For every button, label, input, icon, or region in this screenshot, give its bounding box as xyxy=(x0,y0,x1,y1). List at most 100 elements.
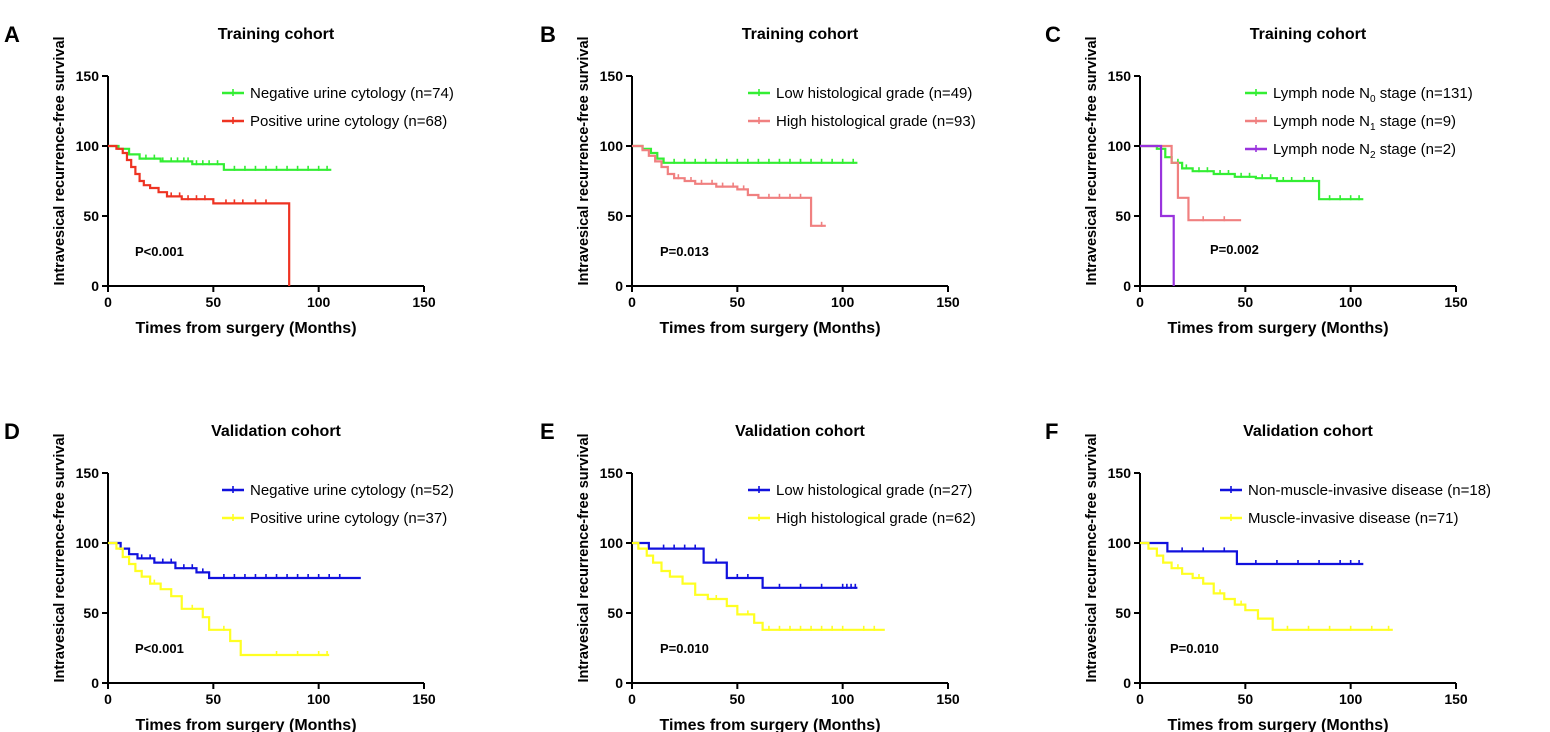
panel-b-xtick-label: 0 xyxy=(628,294,636,310)
panel-c-ytick-label: 0 xyxy=(1123,278,1131,294)
panel-e-xtick-label: 50 xyxy=(730,691,746,707)
panel-d-xtick-label: 100 xyxy=(307,691,331,707)
panel-b-letter: B xyxy=(540,22,556,47)
panel-e-legend-label: High histological grade (n=62) xyxy=(776,510,976,527)
panel-c-ytick-label: 150 xyxy=(1108,68,1132,84)
panel-b-ytick-label: 50 xyxy=(607,208,623,224)
panel-c-legend-label: Lymph node N1 stage (n=9) xyxy=(1273,113,1456,133)
panel-c-xtick-label: 100 xyxy=(1339,294,1363,310)
panel-a-letter: A xyxy=(4,22,20,47)
panel-b: B Training cohort Intravesical recurrence-… xyxy=(540,22,976,337)
panel-c-title: Training cohort xyxy=(1250,26,1367,43)
panel-c-ytick-label: 50 xyxy=(1115,208,1131,224)
panel-e-ylabel: Intravesical recurrence-free survival xyxy=(576,433,592,682)
panel-b-legend-label: High histological grade (n=93) xyxy=(776,113,976,130)
panel-e-letter: E xyxy=(540,419,555,444)
panel-e-ytick-label: 150 xyxy=(600,465,624,481)
panel-a-ytick-label: 150 xyxy=(76,68,100,84)
panel-e-ytick-label: 0 xyxy=(615,675,623,691)
panel-a-ytick-label: 50 xyxy=(83,208,99,224)
panel-d-ytick-label: 100 xyxy=(76,535,100,551)
panel-d-xtick-label: 0 xyxy=(104,691,112,707)
panel-a-title: Training cohort xyxy=(218,26,335,43)
panel-a-xlabel: Times from surgery (Months) xyxy=(135,320,356,337)
panel-a-p-value: P<0.001 xyxy=(135,244,184,259)
panel-c-letter: C xyxy=(1045,22,1061,47)
panel-d-title: Validation cohort xyxy=(211,423,341,440)
panel-f-legend-label: Muscle-invasive disease (n=71) xyxy=(1248,510,1459,527)
panel-d-letter: D xyxy=(4,419,20,444)
panel-e-xlabel: Times from surgery (Months) xyxy=(659,717,880,732)
panel-c: C Training cohort Intravesical recurrence-… xyxy=(1045,22,1473,337)
panel-c-xlabel: Times from surgery (Months) xyxy=(1167,320,1388,337)
panel-f-ylabel: Intravesical recurrence-free survival xyxy=(1084,433,1100,682)
panel-d-xtick-label: 50 xyxy=(206,691,222,707)
panel-b-title: Training cohort xyxy=(742,26,859,43)
panel-a-xtick-label: 0 xyxy=(104,294,112,310)
panel-f-title: Validation cohort xyxy=(1243,423,1373,440)
panel-f-letter: F xyxy=(1045,419,1058,444)
panel-c-xtick-label: 150 xyxy=(1444,294,1468,310)
panel-d-legend-label: Positive urine cytology (n=37) xyxy=(250,510,447,527)
panel-b-xtick-label: 150 xyxy=(936,294,960,310)
panel-c-legend-label: Lymph node N0 stage (n=131) xyxy=(1273,85,1473,105)
panel-c-ytick-label: 100 xyxy=(1108,138,1132,154)
panel-a-legend-label: Positive urine cytology (n=68) xyxy=(250,113,447,130)
panel-c-curve-2 xyxy=(1140,144,1242,222)
panel-b-xtick-label: 50 xyxy=(730,294,746,310)
panel-e: E Validation cohort Intravesical recurrenc… xyxy=(540,419,976,732)
panel-d-xlabel: Times from surgery (Months) xyxy=(135,717,356,732)
panel-d-curve-1 xyxy=(108,541,361,580)
panel-b-ytick-label: 150 xyxy=(600,68,624,84)
panel-e-curve-1 xyxy=(632,541,858,589)
panel-e-title: Validation cohort xyxy=(735,423,865,440)
panel-c-xtick-label: 0 xyxy=(1136,294,1144,310)
panel-f-curve-1 xyxy=(1140,541,1364,566)
panel-a-xtick-label: 50 xyxy=(206,294,222,310)
panel-e-xtick-label: 150 xyxy=(936,691,960,707)
panel-e-xtick-label: 100 xyxy=(831,691,855,707)
panel-a-legend-label: Negative urine cytology (n=74) xyxy=(250,85,454,102)
panel-d: D Validation cohort Intravesical recurrenc… xyxy=(4,419,454,732)
panel-d-xtick-label: 150 xyxy=(412,691,436,707)
panel-a-ytick-label: 100 xyxy=(76,138,100,154)
panel-d-ytick-label: 150 xyxy=(76,465,100,481)
panel-e-xtick-label: 0 xyxy=(628,691,636,707)
panel-d-p-value: P<0.001 xyxy=(135,641,184,656)
panel-b-curve-1 xyxy=(632,144,858,164)
panel-e-ytick-label: 50 xyxy=(607,605,623,621)
panel-e-ytick-label: 100 xyxy=(600,535,624,551)
panel-c-curve-1 xyxy=(1140,144,1364,201)
panel-b-legend-label: Low histological grade (n=49) xyxy=(776,85,972,102)
panel-b-ytick-label: 0 xyxy=(615,278,623,294)
panel-e-p-value: P=0.010 xyxy=(660,641,709,656)
panel-c-curve-3 xyxy=(1140,144,1175,286)
panel-f-xtick-label: 100 xyxy=(1339,691,1363,707)
panel-a-ylabel: Intravesical recurrence-free survival xyxy=(52,36,68,285)
panel-d-ylabel: Intravesical recurrence-free survival xyxy=(52,433,68,682)
panel-b-xtick-label: 100 xyxy=(831,294,855,310)
panel-b-ylabel: Intravesical recurrence-free survival xyxy=(576,36,592,285)
panel-f: F Validation cohort Intravesical recurrenc… xyxy=(1045,419,1491,732)
panel-f-xtick-label: 50 xyxy=(1238,691,1254,707)
panel-f-ytick-label: 0 xyxy=(1123,675,1131,691)
panel-c-ylabel: Intravesical recurrence-free survival xyxy=(1084,36,1100,285)
panel-c-legend-label: Lymph node N2 stage (n=2) xyxy=(1273,141,1456,161)
panel-b-p-value: P=0.013 xyxy=(660,244,709,259)
panel-d-ytick-label: 0 xyxy=(91,675,99,691)
panel-f-ytick-label: 150 xyxy=(1108,465,1132,481)
panel-f-xtick-label: 150 xyxy=(1444,691,1468,707)
panel-f-ytick-label: 100 xyxy=(1108,535,1132,551)
panel-b-xlabel: Times from surgery (Months) xyxy=(659,320,880,337)
panel-e-legend-label: Low histological grade (n=27) xyxy=(776,482,972,499)
panel-f-curve-2 xyxy=(1140,541,1393,631)
panel-f-xtick-label: 0 xyxy=(1136,691,1144,707)
panel-d-ytick-label: 50 xyxy=(83,605,99,621)
panel-d-curve-2 xyxy=(108,541,330,657)
panel-c-p-value: P=0.002 xyxy=(1210,242,1259,257)
panel-e-curve-2 xyxy=(632,541,885,631)
panel-d-legend-label: Negative urine cytology (n=52) xyxy=(250,482,454,499)
panel-f-xlabel: Times from surgery (Months) xyxy=(1167,717,1388,732)
panel-f-p-value: P=0.010 xyxy=(1170,641,1219,656)
